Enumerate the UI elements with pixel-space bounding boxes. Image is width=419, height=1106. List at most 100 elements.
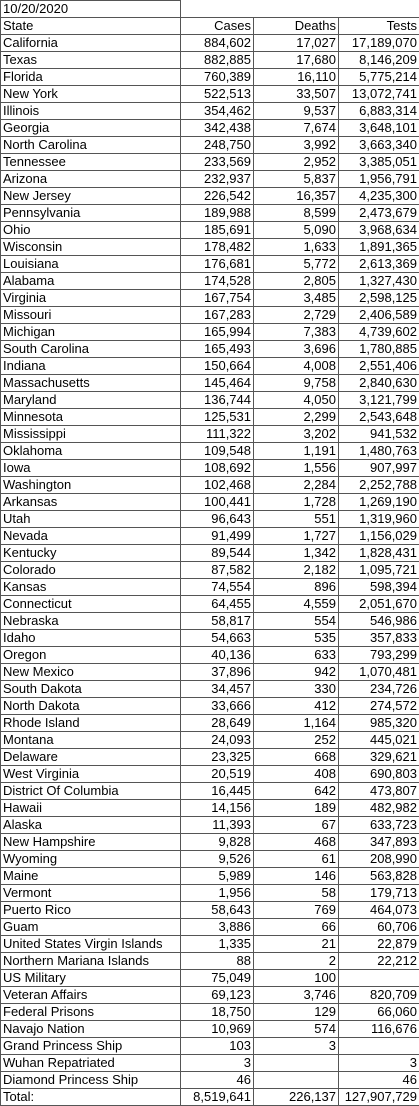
value-cell: 1,269,190 bbox=[338, 493, 419, 511]
value-cell: 760,389 bbox=[180, 68, 254, 86]
data-row: Missouri 167,283 2,729 2,406,589 bbox=[0, 306, 419, 324]
data-row: Connecticut 64,455 4,559 2,051,670 bbox=[0, 595, 419, 613]
label-cell: Guam bbox=[0, 918, 181, 936]
value-cell: 64,455 bbox=[180, 595, 254, 613]
value-cell: 464,073 bbox=[338, 901, 419, 919]
value-cell: 3,485 bbox=[253, 289, 339, 307]
value-cell: 58 bbox=[253, 884, 339, 902]
value-cell: 9,828 bbox=[180, 833, 254, 851]
value-cell: 690,803 bbox=[338, 765, 419, 783]
empty-cell bbox=[181, 1, 254, 18]
value-cell: 2,182 bbox=[253, 561, 339, 579]
data-row: Arizona 232,937 5,837 1,956,791 bbox=[0, 170, 419, 188]
value-cell: 274,572 bbox=[338, 697, 419, 715]
label-cell: Vermont bbox=[0, 884, 181, 902]
data-row: New York 522,513 33,507 13,072,741 bbox=[0, 85, 419, 103]
value-cell: 61 bbox=[253, 850, 339, 868]
value-cell: 8,599 bbox=[253, 204, 339, 222]
value-cell: 129 bbox=[253, 1003, 339, 1021]
value-cell: 108,692 bbox=[180, 459, 254, 477]
value-cell: 40,136 bbox=[180, 646, 254, 664]
value-cell: 3,663,340 bbox=[338, 136, 419, 154]
data-row: Iowa 108,692 1,556 907,997 bbox=[0, 459, 419, 477]
value-cell: 21 bbox=[253, 935, 339, 953]
label-cell: Arizona bbox=[0, 170, 181, 188]
value-cell: 24,093 bbox=[180, 731, 254, 749]
data-row: Delaware 23,325 668 329,621 bbox=[0, 748, 419, 766]
value-cell: 3,746 bbox=[253, 986, 339, 1004]
data-row: South Dakota 34,457 330 234,726 bbox=[0, 680, 419, 698]
data-row: Louisiana 176,681 5,772 2,613,369 bbox=[0, 255, 419, 273]
value-cell: 5,837 bbox=[253, 170, 339, 188]
value-cell: 23,325 bbox=[180, 748, 254, 766]
label-cell: North Dakota bbox=[0, 697, 181, 715]
data-row: Alabama 174,528 2,805 1,327,430 bbox=[0, 272, 419, 290]
data-row: Wyoming 9,526 61 208,990 bbox=[0, 850, 419, 868]
value-cell: 33,507 bbox=[253, 85, 339, 103]
value-cell: 22,212 bbox=[338, 952, 419, 970]
value-cell: 1,633 bbox=[253, 238, 339, 256]
value-cell: 1,095,721 bbox=[338, 561, 419, 579]
value-cell: 208,990 bbox=[338, 850, 419, 868]
value-cell: 248,750 bbox=[180, 136, 254, 154]
value-cell: 189,988 bbox=[180, 204, 254, 222]
value-cell: 145,464 bbox=[180, 374, 254, 392]
label-cell: South Carolina bbox=[0, 340, 181, 358]
data-row: Minnesota 125,531 2,299 2,543,648 bbox=[0, 408, 419, 426]
value-cell: 3,696 bbox=[253, 340, 339, 358]
data-row: Puerto Rico 58,643 769 464,073 bbox=[0, 901, 419, 919]
value-cell: 16,110 bbox=[253, 68, 339, 86]
value-cell: 482,982 bbox=[338, 799, 419, 817]
data-row: Maryland 136,744 4,050 3,121,799 bbox=[0, 391, 419, 409]
label-cell: State bbox=[0, 17, 181, 35]
label-cell: Grand Princess Ship bbox=[0, 1037, 181, 1055]
data-row: Federal Prisons 18,750 129 66,060 bbox=[0, 1003, 419, 1021]
value-cell: 330 bbox=[253, 680, 339, 698]
data-row: Montana 24,093 252 445,021 bbox=[0, 731, 419, 749]
value-cell: Deaths bbox=[253, 17, 339, 35]
value-cell: 46 bbox=[180, 1071, 254, 1089]
value-cell: 1,780,885 bbox=[338, 340, 419, 358]
label-cell: New Mexico bbox=[0, 663, 181, 681]
value-cell: 18,750 bbox=[180, 1003, 254, 1021]
value-cell: 2,543,648 bbox=[338, 408, 419, 426]
data-row: Alaska 11,393 67 633,723 bbox=[0, 816, 419, 834]
total-row: Total: 8,519,641 226,137 127,907,729 bbox=[0, 1088, 419, 1106]
label-cell: Minnesota bbox=[0, 408, 181, 426]
value-cell: 16,445 bbox=[180, 782, 254, 800]
value-cell: 3,968,634 bbox=[338, 221, 419, 239]
value-cell: 342,438 bbox=[180, 119, 254, 137]
value-cell: 1,728 bbox=[253, 493, 339, 511]
value-cell: 1,156,029 bbox=[338, 527, 419, 545]
label-cell: Utah bbox=[0, 510, 181, 528]
value-cell: 3,648,101 bbox=[338, 119, 419, 137]
value-cell: 34,457 bbox=[180, 680, 254, 698]
label-cell: West Virginia bbox=[0, 765, 181, 783]
data-row: Virginia 167,754 3,485 2,598,125 bbox=[0, 289, 419, 307]
value-cell: 554 bbox=[253, 612, 339, 630]
value-cell: 412 bbox=[253, 697, 339, 715]
value-cell: 793,299 bbox=[338, 646, 419, 664]
label-cell: Colorado bbox=[0, 561, 181, 579]
value-cell: 233,569 bbox=[180, 153, 254, 171]
value-cell: Cases bbox=[180, 17, 254, 35]
data-row: California 884,602 17,027 17,189,070 bbox=[0, 34, 419, 52]
value-cell: 17,680 bbox=[253, 51, 339, 69]
value-cell: 87,582 bbox=[180, 561, 254, 579]
value-cell: 66 bbox=[253, 918, 339, 936]
value-cell: 2,252,788 bbox=[338, 476, 419, 494]
value-cell: 179,713 bbox=[338, 884, 419, 902]
value-cell: 1,319,960 bbox=[338, 510, 419, 528]
value-cell: 96,643 bbox=[180, 510, 254, 528]
value-cell: 7,383 bbox=[253, 323, 339, 341]
label-cell: Hawaii bbox=[0, 799, 181, 817]
value-cell: 1,828,431 bbox=[338, 544, 419, 562]
label-cell: United States Virgin Islands bbox=[0, 935, 181, 953]
label-cell: Idaho bbox=[0, 629, 181, 647]
value-cell: 1,070,481 bbox=[338, 663, 419, 681]
value-cell: 74,554 bbox=[180, 578, 254, 596]
value-cell: 9,537 bbox=[253, 102, 339, 120]
label-cell: Indiana bbox=[0, 357, 181, 375]
value-cell: 633,723 bbox=[338, 816, 419, 834]
value-cell: 226,542 bbox=[180, 187, 254, 205]
